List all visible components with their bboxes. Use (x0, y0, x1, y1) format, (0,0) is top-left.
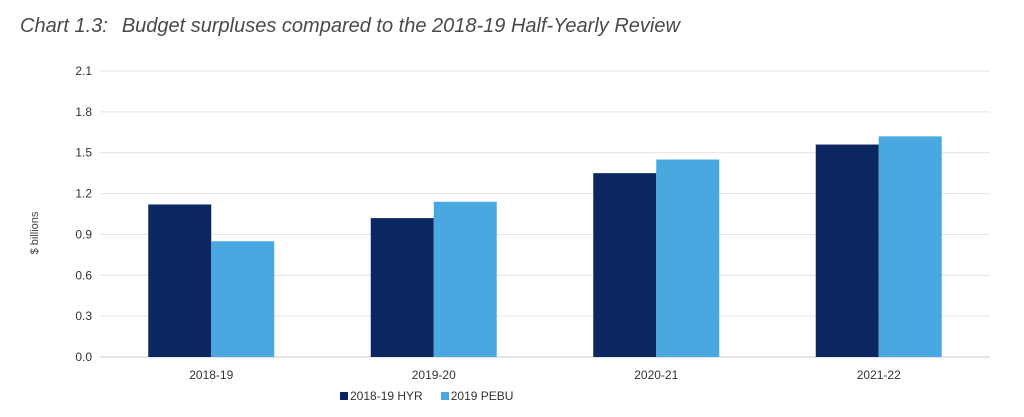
legend-swatch-hyr (340, 392, 348, 400)
bar-2018-19-hyr (148, 204, 212, 357)
chart-title: Chart 1.3: Budget surpluses compared to t… (20, 15, 680, 38)
bar-2020-21-hyr (593, 173, 657, 357)
y-tick-label: 0.3 (75, 309, 92, 323)
y-tick-label: 0.9 (75, 227, 92, 241)
x-axis-categories: 2018-19 2019-20 2020-21 2021-22 (189, 368, 901, 382)
bar-2019-20-pebu (433, 201, 497, 357)
legend-label-pebu: 2019 PEBU (450, 389, 514, 403)
bar-2021-22-pebu (878, 136, 942, 357)
y-tick-label: 1.2 (75, 187, 92, 201)
legend-label-hyr: 2018-19 HYR (350, 389, 423, 403)
x-tick-label: 2019-20 (412, 368, 456, 382)
y-tick-label: 1.5 (75, 146, 92, 160)
legend-item-pebu: 2019 PEBU (440, 389, 514, 403)
bar-2019-20-hyr (370, 218, 434, 357)
y-axis-label: $ billions (29, 211, 41, 254)
x-tick-label: 2020-21 (634, 368, 678, 382)
chart-title-text: Budget surpluses compared to the 2018-19… (121, 15, 680, 37)
y-tick-label: 2.1 (75, 64, 92, 78)
legend-item-hyr: 2018-19 HYR (340, 389, 423, 403)
bars (148, 136, 942, 357)
y-tick-label: 0.6 (75, 268, 92, 282)
y-tick-label: 1.8 (75, 105, 92, 119)
x-tick-label: 2018-19 (189, 368, 233, 382)
x-tick-label: 2021-22 (857, 368, 901, 382)
bar-2021-22-hyr (815, 144, 879, 357)
y-tick-label: 0.0 (75, 350, 92, 364)
bar-2018-19-pebu (211, 241, 275, 357)
bar-2020-21-pebu (656, 159, 720, 357)
legend: 2018-19 HYR 2019 PEBU (340, 389, 513, 403)
legend-swatch-pebu (440, 392, 449, 400)
y-axis-ticks: 0.0 0.3 0.6 0.9 1.2 1.5 1.8 2.1 (75, 64, 92, 364)
chart-number: Chart 1.3: (20, 15, 108, 37)
